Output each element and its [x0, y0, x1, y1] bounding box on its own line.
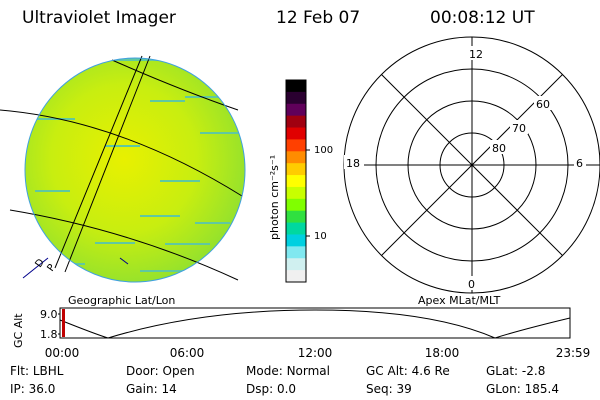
colorbar-segment [286, 103, 306, 117]
apex-caption: Apex MLat/MLT [418, 294, 501, 307]
colorbar-segment [286, 175, 306, 188]
alt-xtick-1800: 18:00 [425, 346, 460, 360]
colorbar-segment [286, 91, 306, 105]
altitude-timeline: 9.0 1.8 GC Alt 00:00 06:00 12:00 18:00 2… [12, 307, 591, 360]
altitude-curve [59, 309, 571, 339]
mlt-label-0: 0 [468, 278, 475, 291]
colorbar-segment [286, 210, 306, 224]
colorbar-segment [286, 222, 306, 235]
geographic-grid [0, 55, 243, 281]
current-time-marker [62, 309, 65, 337]
info-filter: Flt: LBHL [10, 364, 64, 378]
alt-xtick-2359: 23:59 [556, 346, 591, 360]
mlt-label-6: 6 [576, 157, 583, 170]
earth-disk [25, 58, 245, 282]
colorbar-segment [286, 127, 306, 140]
colorbar-segment [286, 151, 306, 164]
mlt-label-18: 18 [346, 157, 360, 170]
colorbar-segment [286, 246, 306, 259]
info-glat: GLat: -2.8 [486, 364, 546, 378]
lat-label-60: 60 [536, 98, 550, 111]
app-title: Ultraviolet Imager [22, 8, 176, 28]
lat-label-80: 80 [492, 142, 506, 155]
info-door: Door: Open [126, 364, 195, 378]
info-ip: IP: 36.0 [10, 382, 56, 396]
info-seq: Seq: 39 [366, 382, 412, 396]
polar-plot: 12 18 6 0 60 70 80 [343, 36, 600, 294]
colorbar-segment [286, 139, 306, 152]
lat-label-70: 70 [512, 122, 526, 135]
colorbar-segments [286, 80, 306, 283]
info-gain: Gain: 14 [126, 382, 177, 396]
observation-date: 12 Feb 07 [276, 8, 361, 28]
alt-ytick-1-8: 1.8 [40, 328, 58, 341]
colorbar-segment [286, 258, 306, 271]
info-dsp: Dsp: 0.0 [246, 382, 297, 396]
info-glon: GLon: 185.4 [486, 382, 559, 396]
info-mode: Mode: Normal [246, 364, 330, 378]
info-gc-alt: GC Alt: 4.6 Re [366, 364, 450, 378]
alt-ytick-9: 9.0 [40, 308, 58, 321]
colorbar-tick-100: 100 [314, 145, 333, 156]
alt-xtick-0000: 00:00 [45, 346, 80, 360]
uv-image-panel: D P [0, 55, 246, 283]
colorbar-segment [286, 80, 306, 93]
alt-xtick-1200: 12:00 [298, 346, 333, 360]
observation-time: 00:08:12 UT [430, 8, 535, 28]
colorbar-segment [286, 234, 306, 247]
colorbar-unit-label: photon cm⁻²s⁻¹ [268, 155, 281, 240]
alt-ylabel: GC Alt [12, 313, 25, 348]
geographic-caption: Geographic Lat/Lon [68, 294, 175, 307]
colorbar-segment [286, 115, 306, 129]
colorbar-segment [286, 163, 306, 176]
colorbar: 100 10 photon cm⁻²s⁻¹ [268, 79, 333, 283]
colorbar-segment [286, 270, 306, 283]
colorbar-segment [286, 198, 306, 212]
alt-xtick-0600: 06:00 [170, 346, 205, 360]
colorbar-segment [286, 186, 306, 200]
corner-label-p: P [45, 262, 57, 273]
colorbar-tick-10: 10 [314, 231, 327, 242]
mlt-label-12: 12 [469, 48, 483, 61]
